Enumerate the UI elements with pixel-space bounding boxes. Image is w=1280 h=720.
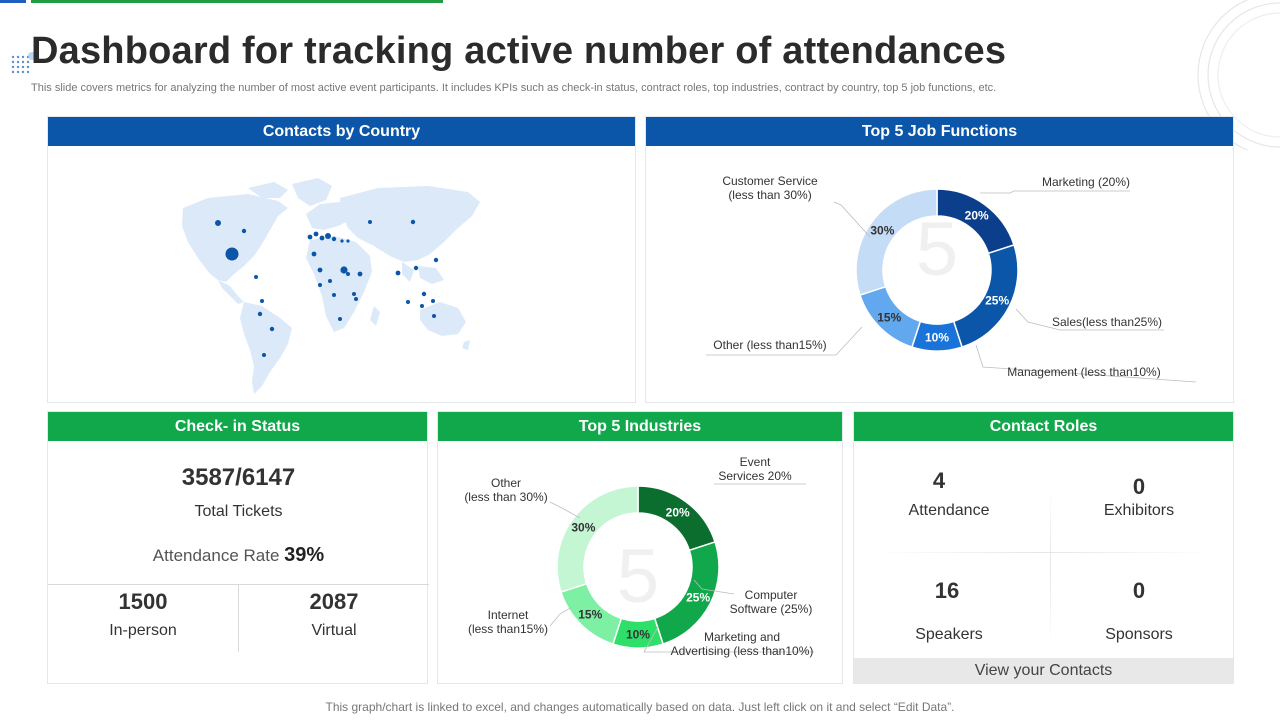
job-functions-value-label: 20% [965, 208, 989, 222]
industry-label-marketing-advertising: Marketing and Advertising (less than10%) [670, 630, 814, 658]
attendance-rate: Attendance Rate 39% [48, 544, 429, 567]
in-person-label: In-person [109, 622, 177, 639]
job-functions-value-label: 15% [877, 311, 901, 325]
role-sponsors-count: 0 [1132, 578, 1146, 603]
industries-leader-lines [549, 483, 814, 653]
top-accent-blue [0, 0, 26, 3]
job-functions-slice-customer-service [855, 188, 938, 296]
contact-roles-panel: Contact Roles 4 Attendance 0 Exhibitors … [853, 411, 1234, 684]
in-person-count: 1500 [118, 589, 168, 614]
job-label-other: Other (less than15%) [713, 338, 827, 352]
roles-divider-horizontal [874, 552, 1214, 553]
job-functions-header: Top 5 Job Functions [646, 117, 1233, 146]
role-speakers-count: 16 [934, 578, 960, 603]
industries-panel: Top 5 Industries 5 20% 25% 10% 15% 30% Event… [437, 411, 843, 684]
contacts-by-country-panel: Contacts by Country [47, 116, 636, 403]
role-sponsors-label: Sponsors [1105, 626, 1173, 643]
industries-donut: 5 20% 25% 10% 15% 30% [549, 483, 814, 653]
roles-divider-vertical [1050, 486, 1051, 646]
total-tickets-label: Total Tickets [194, 503, 283, 520]
industry-label-internet: Internet (less than15%) [467, 608, 549, 636]
page-subtitle: This slide covers metrics for analyzing … [31, 82, 997, 94]
checkin-status-panel: Check- in Status 3587/6147 Total Tickets… [47, 411, 429, 684]
industries-value-label: 15% [578, 608, 602, 622]
job-functions-value-label: 25% [985, 294, 1009, 308]
world-map-land [182, 178, 480, 394]
role-exhibitors-count: 0 [1132, 474, 1146, 499]
decorative-dots-icon [11, 52, 34, 74]
contact-roles-header: Contact Roles [854, 412, 1233, 441]
job-label-marketing: Marketing (20%) [1041, 175, 1131, 189]
view-contacts-button[interactable]: View your Contacts [854, 658, 1233, 684]
attendance-rate-label: Attendance Rate [152, 546, 280, 565]
industries-value-label: 25% [686, 591, 710, 605]
role-attendance-count: 4 [932, 468, 946, 493]
job-functions-value-label: 10% [925, 331, 949, 345]
role-speakers-label: Speakers [915, 626, 983, 643]
contacts-by-country-header: Contacts by Country [48, 117, 635, 146]
industries-center-number: 5 [617, 534, 659, 619]
job-functions-panel: Top 5 Job Functions 5 20% 25% 10% 15% 30% Cu… [645, 116, 1234, 403]
industries-value-label: 10% [626, 628, 650, 642]
checkin-divider-vertical [238, 584, 239, 652]
page-title: Dashboard for tracking active number of … [31, 30, 1007, 72]
role-exhibitors-label: Exhibitors [1103, 502, 1175, 519]
checkin-ratio: 3587/6147 [181, 464, 296, 491]
industries-slice-other [556, 485, 639, 593]
industries-value-label: 30% [571, 520, 595, 534]
job-functions-donut: 5 20% 25% 10% 15% 30% [706, 188, 1197, 383]
job-label-sales: Sales(less than25%) [1051, 315, 1163, 329]
role-attendance-label: Attendance [908, 502, 990, 519]
industry-label-event-services: Event Services 20% [718, 455, 792, 483]
job-functions-leader-lines [706, 190, 1197, 383]
world-map [182, 178, 480, 394]
decorative-rings-icon [1197, 0, 1280, 150]
job-label-management: Management (less than10%) [1007, 365, 1161, 379]
checkin-status-header: Check- in Status [48, 412, 427, 441]
industry-label-other: Other (less than 30%) [464, 476, 548, 504]
job-functions-center-number: 5 [916, 207, 958, 292]
job-functions-value-label: 30% [870, 223, 894, 237]
industry-label-computer-software: Computer Software (25%) [729, 588, 813, 616]
job-label-customer-service: Customer Service (less than 30%) [722, 174, 818, 202]
industries-value-label: 20% [666, 505, 690, 519]
attendance-rate-value: 39% [284, 544, 325, 566]
footer-note: This graph/chart is linked to excel, and… [325, 700, 955, 714]
industries-header: Top 5 Industries [438, 412, 842, 441]
top-accent-green [31, 0, 443, 3]
virtual-label: Virtual [311, 622, 357, 639]
map-contact-markers [215, 219, 439, 357]
virtual-count: 2087 [309, 589, 359, 614]
